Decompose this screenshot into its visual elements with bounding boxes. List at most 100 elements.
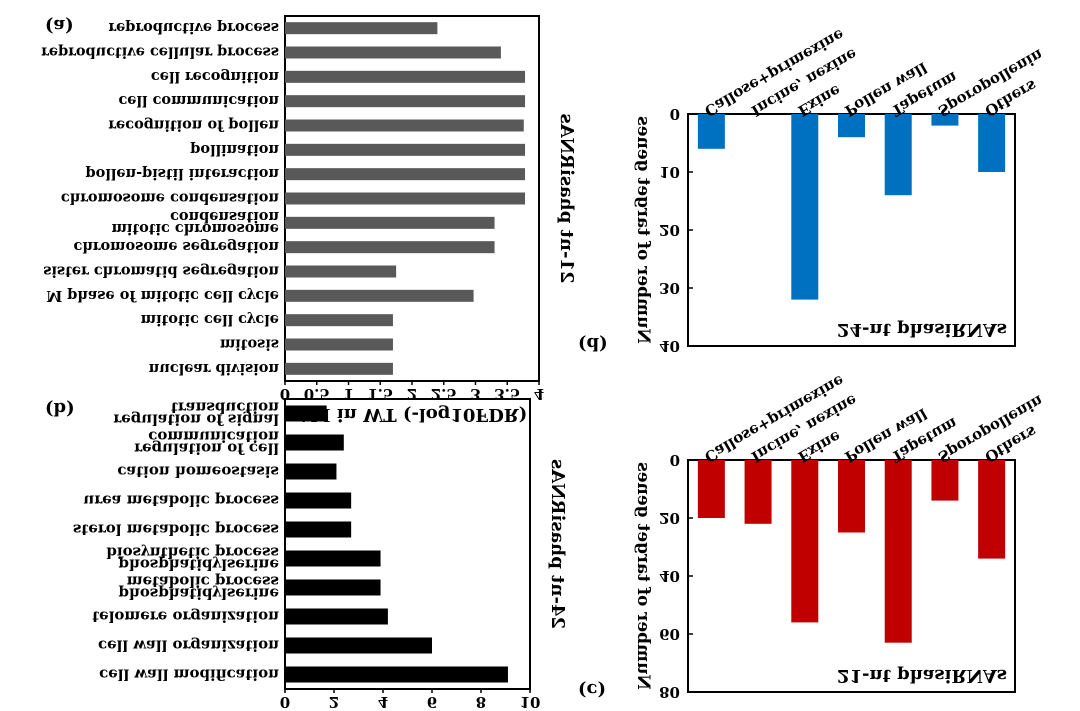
bar bbox=[285, 22, 438, 35]
category-label: M phase of mitotic cell cycle bbox=[46, 287, 279, 304]
bar bbox=[931, 114, 959, 126]
bar bbox=[285, 241, 495, 254]
tick-label: 2 bbox=[407, 385, 417, 403]
bar bbox=[285, 579, 381, 596]
category-label: reproductive process bbox=[108, 19, 279, 36]
bar bbox=[285, 434, 344, 451]
side-label: 24-nt phasiRNAs bbox=[547, 459, 568, 629]
bar bbox=[285, 192, 526, 205]
tick-label: 40 bbox=[659, 567, 680, 585]
bar bbox=[697, 460, 725, 518]
bar bbox=[978, 460, 1006, 559]
tick-label: 1 bbox=[343, 385, 353, 403]
plot-frame bbox=[687, 113, 1016, 347]
category-label: pollination bbox=[190, 141, 279, 158]
tick-label: 20 bbox=[659, 221, 680, 239]
tick-label: 6 bbox=[427, 693, 437, 711]
axis-title: Number of target genes bbox=[633, 116, 653, 344]
bar bbox=[285, 70, 526, 83]
side-label: 21-nt phasiRNAs bbox=[556, 113, 577, 283]
bar bbox=[931, 460, 959, 501]
category-label: cell wall organization bbox=[98, 637, 279, 655]
tick-label: 20 bbox=[659, 509, 680, 527]
bar bbox=[285, 608, 388, 625]
bar bbox=[285, 168, 526, 181]
bar bbox=[285, 405, 327, 422]
tick-label: 1.5 bbox=[367, 385, 393, 403]
chart-title: 24-nt phasiRNAs bbox=[837, 319, 1007, 340]
panel-a: nuclear division mitosis mitotic cell cycl… bbox=[41, 15, 577, 425]
bar bbox=[978, 114, 1006, 172]
tick-label: 80 bbox=[659, 683, 680, 701]
chart-title: 21-nt phasiRNAs bbox=[837, 665, 1007, 686]
bar bbox=[838, 114, 865, 138]
tick-label: 60 bbox=[659, 625, 680, 643]
tick-label: 0 bbox=[280, 693, 290, 711]
category-label: pollen-pistil interaction bbox=[86, 165, 280, 182]
bar bbox=[285, 521, 352, 538]
panel-label: (a) bbox=[45, 15, 74, 36]
category-label: telomere organization bbox=[92, 608, 279, 626]
tick-label: 30 bbox=[659, 279, 680, 297]
plot-frame bbox=[284, 398, 531, 690]
panel-b: cell wall modification cell wall organiza… bbox=[45, 398, 568, 711]
category-label: sterol metabolic process bbox=[73, 521, 279, 539]
tick-label: 0 bbox=[280, 385, 290, 403]
category-label: mitotic cell cycle bbox=[141, 311, 279, 328]
bar bbox=[285, 314, 393, 327]
category-label: sister chromatid segregation bbox=[43, 263, 279, 280]
category-label: mitotic chromosomecondensation bbox=[112, 208, 280, 237]
category-label: chromosome condensation bbox=[61, 190, 280, 207]
category-label: regulation of signaltransduction bbox=[113, 399, 279, 429]
category-label: cell wall modification bbox=[99, 666, 279, 684]
bar bbox=[697, 114, 725, 149]
axis-title: Number of target genes bbox=[633, 462, 653, 690]
tick-label: 4 bbox=[378, 693, 388, 711]
bar bbox=[285, 143, 526, 156]
bar bbox=[285, 362, 393, 375]
bar bbox=[884, 114, 912, 196]
bar bbox=[285, 289, 474, 302]
axis-title: AM in WT (-log10FDR) bbox=[296, 404, 528, 425]
tick-label: 2 bbox=[329, 693, 339, 711]
category-label: nuclear division bbox=[149, 360, 280, 377]
tick-label: 8 bbox=[476, 693, 486, 711]
bar bbox=[791, 460, 819, 623]
tick-label: 0 bbox=[670, 105, 680, 123]
tick-label: 3 bbox=[470, 385, 480, 403]
category-label: regulation of cellcommunication bbox=[134, 428, 279, 458]
bar bbox=[884, 460, 912, 643]
category-label: chromosome segregation bbox=[74, 238, 280, 255]
bar bbox=[285, 666, 508, 683]
tick-label: 3.5 bbox=[494, 385, 520, 403]
tick-label: 10 bbox=[659, 163, 680, 181]
bar bbox=[285, 119, 524, 132]
tick-label: 10 bbox=[520, 693, 541, 711]
category-label: reproductive cellular process bbox=[41, 44, 279, 61]
bar bbox=[285, 265, 397, 278]
category-label: recognition of pollen bbox=[108, 117, 279, 134]
category-label: cation homeostasis bbox=[117, 463, 279, 481]
bar bbox=[285, 216, 495, 229]
bar bbox=[285, 492, 352, 509]
category-label: urea metabolic process bbox=[83, 492, 279, 510]
tick-label: 2.5 bbox=[431, 385, 457, 403]
bar bbox=[744, 460, 772, 524]
tick-label: 40 bbox=[659, 337, 680, 355]
panel-label: (d) bbox=[578, 333, 608, 354]
category-label: phosphatidylserinebiosynthetic process bbox=[106, 544, 279, 574]
tick-label: 4 bbox=[534, 385, 544, 403]
category-label: phosphatidylserinemetabolic process bbox=[118, 573, 279, 603]
tick-label: 0 bbox=[670, 451, 680, 469]
bar bbox=[791, 114, 819, 300]
category-label: cell communication bbox=[118, 92, 279, 109]
bar bbox=[285, 550, 381, 567]
bar bbox=[285, 637, 432, 654]
bar bbox=[285, 46, 501, 59]
panel-label: (b) bbox=[45, 398, 75, 419]
bar bbox=[838, 460, 865, 533]
bar bbox=[285, 338, 393, 351]
